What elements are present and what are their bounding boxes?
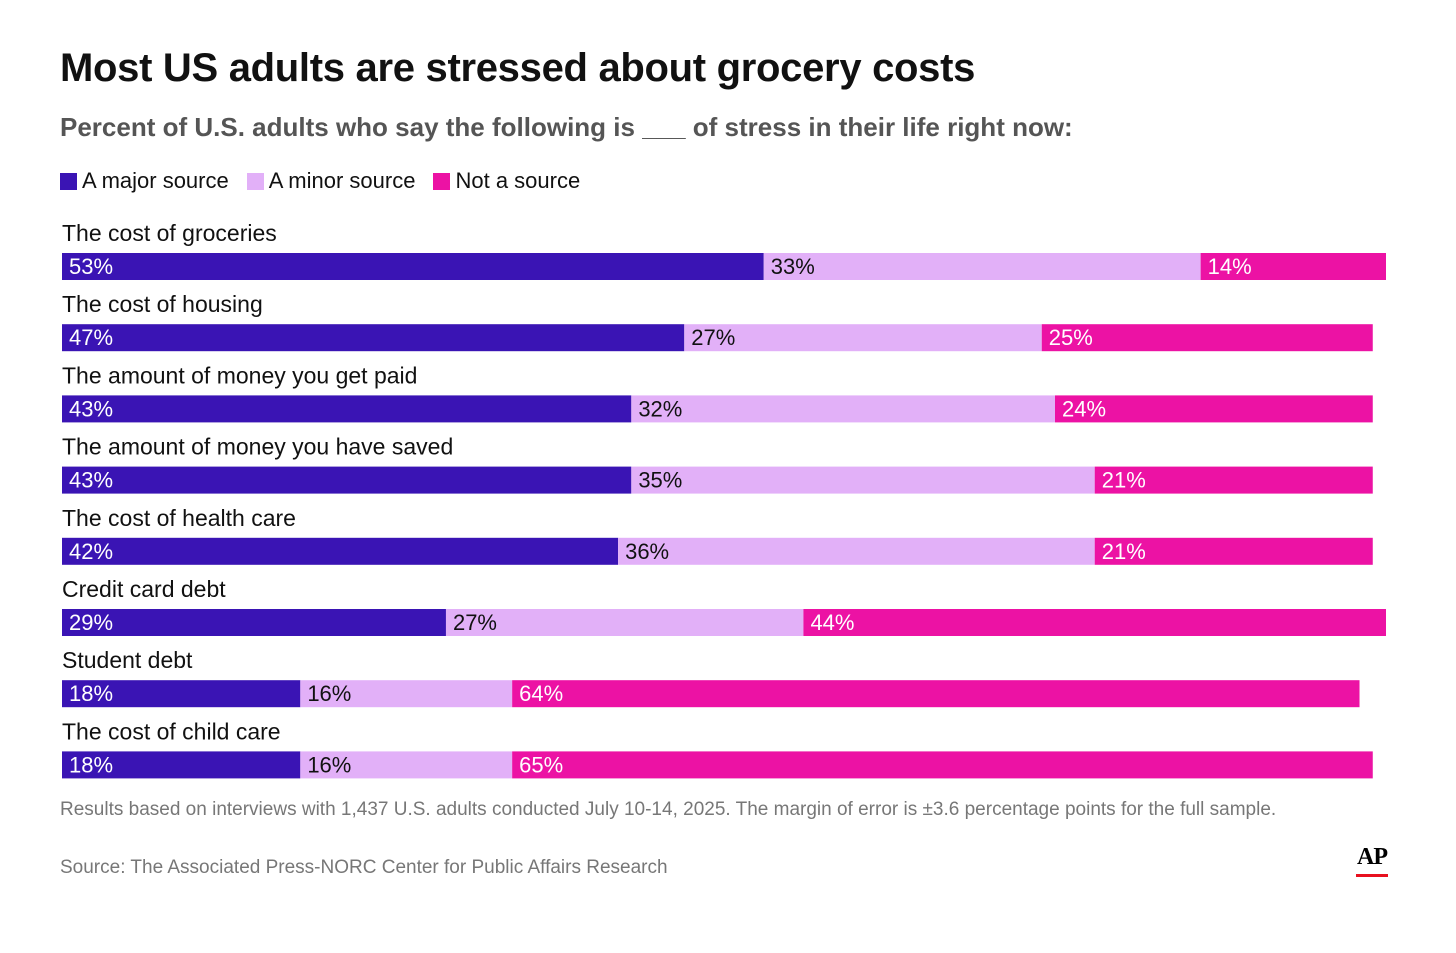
legend-swatch xyxy=(433,172,451,190)
legend-label: A major source xyxy=(82,168,229,193)
bar-segment xyxy=(445,609,804,636)
data-label: 65% xyxy=(519,752,563,777)
methodology-note: Results based on interviews with 1,437 U… xyxy=(60,799,1277,820)
bar-segment xyxy=(512,751,1373,779)
data-label: 24% xyxy=(1062,396,1106,421)
bar-segment xyxy=(1094,537,1373,565)
category-label: The cost of child care xyxy=(62,718,281,744)
data-label: 47% xyxy=(69,325,113,350)
data-label: 27% xyxy=(453,610,497,635)
bar-segment xyxy=(684,324,1042,352)
legend-item: A minor source xyxy=(246,168,416,194)
legend-label: A minor source xyxy=(268,168,416,193)
bar-segment xyxy=(62,751,301,779)
ap-logo-text: AP xyxy=(1357,844,1388,870)
data-label: 43% xyxy=(69,396,113,421)
data-label: 44% xyxy=(810,610,854,635)
category-label: The cost of health care xyxy=(62,505,296,531)
category-label: The amount of money you have saved xyxy=(62,434,453,460)
chart-legend: A major source A minor source Not a source xyxy=(60,168,598,194)
bar-segment xyxy=(618,537,1095,565)
bar-segment xyxy=(512,680,1360,708)
bar-segment xyxy=(631,466,1095,494)
legend-swatch xyxy=(60,172,77,190)
data-label: 53% xyxy=(69,254,113,279)
bar-segment xyxy=(62,537,619,565)
data-label: 21% xyxy=(1102,468,1146,493)
bar-segment xyxy=(62,253,764,280)
data-label: 21% xyxy=(1102,539,1146,564)
category-label: Credit card debt xyxy=(62,576,226,602)
data-label: 18% xyxy=(69,681,113,706)
bar-segment xyxy=(300,680,513,708)
category-label: The cost of groceries xyxy=(62,220,277,246)
chart-title: Most US adults are stressed about grocer… xyxy=(60,46,976,90)
data-label: 18% xyxy=(69,752,113,777)
bar-segment xyxy=(803,609,1386,636)
category-label: The cost of housing xyxy=(62,291,263,317)
data-label: 27% xyxy=(691,325,735,350)
ap-logo-underline xyxy=(1356,874,1388,877)
source-line: Source: The Associated Press-NORC Center… xyxy=(60,857,668,878)
data-label: 36% xyxy=(625,539,669,564)
data-label: 16% xyxy=(307,681,351,706)
data-label: 42% xyxy=(69,539,113,564)
category-label: The amount of money you get paid xyxy=(62,362,417,388)
bar-segment xyxy=(62,466,632,494)
legend-label: Not a source xyxy=(455,168,581,193)
bar-segment xyxy=(62,680,301,708)
category-label: Student debt xyxy=(62,647,193,673)
ap-logo: AP xyxy=(1356,844,1388,878)
legend-swatch xyxy=(246,172,264,190)
data-label: 14% xyxy=(1208,254,1252,279)
bar-segment xyxy=(1094,466,1373,494)
bar-segment xyxy=(300,751,513,779)
data-label: 33% xyxy=(771,254,815,279)
chart-subtitle: Percent of U.S. adults who say the follo… xyxy=(60,112,1073,142)
legend-item: Not a source xyxy=(433,168,580,194)
bar-segment xyxy=(62,324,685,352)
data-label: 25% xyxy=(1049,325,1093,350)
data-label: 35% xyxy=(638,468,682,493)
bar-segment xyxy=(62,609,446,636)
legend-item: A major source xyxy=(60,168,229,194)
bar-segment xyxy=(631,395,1055,423)
data-label: 16% xyxy=(307,752,351,777)
data-label: 64% xyxy=(519,681,563,706)
data-label: 32% xyxy=(638,396,682,421)
bar-segment xyxy=(1041,324,1373,352)
bar-segment xyxy=(1055,395,1373,423)
data-label: 43% xyxy=(69,468,113,493)
bar-segment xyxy=(1200,253,1386,280)
bar-segment xyxy=(763,253,1201,280)
bar-segment xyxy=(62,395,632,423)
data-label: 29% xyxy=(69,610,113,635)
